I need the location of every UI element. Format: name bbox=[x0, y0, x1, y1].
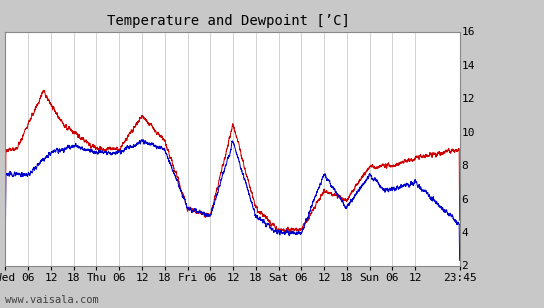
Text: 12: 12 bbox=[461, 94, 475, 104]
Text: 4: 4 bbox=[461, 228, 468, 238]
Text: 8: 8 bbox=[461, 161, 468, 171]
Text: 16: 16 bbox=[461, 27, 475, 37]
Text: 14: 14 bbox=[461, 61, 475, 71]
Text: www.vaisala.com: www.vaisala.com bbox=[5, 295, 99, 305]
Text: 6: 6 bbox=[461, 195, 468, 205]
Text: Temperature and Dewpoint [’C]: Temperature and Dewpoint [’C] bbox=[107, 14, 350, 28]
Text: 10: 10 bbox=[461, 128, 475, 138]
Text: 2: 2 bbox=[461, 261, 468, 271]
